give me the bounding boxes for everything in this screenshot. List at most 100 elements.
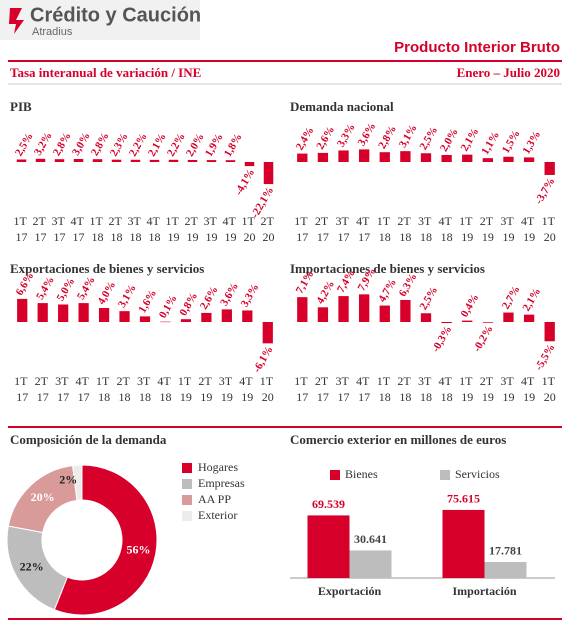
x-tick-label: 1T 19 [165, 214, 181, 244]
x-tick-label: 1T 19 [459, 214, 475, 244]
bar [359, 294, 370, 322]
chart-title: Demanda nacional [290, 99, 394, 114]
bar [349, 550, 392, 578]
legend-label: Exterior [198, 508, 237, 522]
value-label: 2,7% [500, 284, 523, 311]
x-tick-label: Exportación [318, 584, 382, 598]
bar [98, 308, 110, 322]
value-label: -5,5% [533, 342, 558, 373]
bar [420, 153, 432, 162]
x-tick-label: 3T 19 [203, 214, 219, 244]
x-tick-label: 4T 18 [439, 374, 455, 404]
value-label: -0,3% [430, 324, 455, 355]
value-label: 17.781 [489, 544, 522, 558]
value-label: 1,8% [222, 132, 245, 159]
bar [317, 307, 329, 322]
x-tick-label: 1T 17 [13, 214, 29, 244]
bar [139, 316, 151, 322]
value-label: 5,4% [75, 274, 98, 301]
bar [482, 322, 493, 323]
x-tick-label: 3T 17 [55, 374, 71, 404]
value-label: 1,9% [203, 131, 226, 158]
x-tick-label: 4T 19 [222, 214, 238, 244]
x-tick-label: 1T 20 [542, 374, 558, 404]
bar [111, 159, 122, 162]
x-tick-label: 2T 19 [184, 214, 200, 244]
value-label: 2,5% [417, 125, 440, 152]
subtitle: Tasa interanual de variación / INE [10, 65, 201, 80]
x-tick-label: 4T 19 [521, 214, 537, 244]
slice [72, 464, 83, 501]
bar [484, 561, 527, 578]
legend-swatch [182, 463, 192, 473]
x-tick-label: Importación [453, 584, 517, 598]
value-label: -6,1% [251, 344, 276, 375]
brand: Crédito y Caución [30, 4, 201, 26]
value-label: 2,0% [438, 126, 461, 153]
bar [78, 303, 89, 322]
x-tick-label: 1T 17 [294, 214, 310, 244]
value-label: 3,6% [356, 121, 379, 148]
legend-label: Empresas [198, 476, 245, 490]
x-tick-label: 4T 19 [521, 374, 537, 404]
x-tick-label: 1T 18 [377, 214, 393, 244]
x-tick-label: 1T 18 [89, 214, 105, 244]
x-tick-label: 2T 17 [35, 374, 51, 404]
value-label: 3,3% [335, 122, 358, 149]
chart-title: Importaciones de bienes y servicios [290, 261, 485, 276]
bar [338, 296, 349, 322]
bar [262, 322, 273, 344]
value-label: 3,0% [70, 130, 93, 157]
value-label: 2,4% [294, 125, 317, 152]
value-label: 2,1% [146, 131, 169, 158]
bar [130, 159, 141, 162]
value-label: 2,1% [459, 126, 482, 153]
value-label: 5,0% [55, 276, 78, 303]
value-label: 0,8% [177, 291, 200, 318]
bar [17, 298, 28, 322]
bar [244, 162, 255, 167]
bar [400, 151, 411, 162]
value-label: 3,1% [116, 282, 139, 309]
value-label: 4,7% [376, 277, 399, 304]
value-label: 2,5% [417, 285, 440, 312]
bar [263, 162, 274, 185]
bar [37, 303, 48, 322]
value-label: 0,1% [157, 293, 180, 320]
x-tick-label: 1T 20 [542, 214, 558, 244]
bar [379, 152, 390, 162]
bar [297, 297, 308, 322]
bar [58, 304, 69, 322]
value-label: 2,0% [184, 131, 207, 158]
value-label: 2,2% [127, 131, 150, 158]
legend-swatch [182, 511, 192, 521]
chart-title: Comercio exterior en millones de euros [290, 432, 506, 447]
legend-swatch [182, 495, 192, 505]
bar [119, 311, 130, 322]
x-tick-label: 3T 19 [500, 374, 516, 404]
bar [462, 154, 473, 162]
bar [73, 159, 84, 162]
bar [54, 159, 65, 162]
chart-title: Exportaciones de bienes y servicios [10, 261, 204, 276]
value-label: 2,6% [198, 284, 221, 311]
bar [221, 309, 232, 322]
bar [201, 312, 212, 322]
bar [462, 320, 473, 322]
bar [441, 155, 452, 162]
x-tick-label: 4T 18 [146, 214, 162, 244]
bar [359, 149, 370, 162]
logo-mark [9, 8, 24, 34]
x-tick-label: 3T 19 [219, 374, 235, 404]
legend-swatch [440, 470, 450, 480]
x-tick-label: 2T 18 [116, 374, 132, 404]
x-tick-label: 4T 19 [239, 374, 255, 404]
x-tick-label: 3T 17 [335, 374, 351, 404]
value-label: 2,1% [520, 286, 543, 313]
x-tick-label: 3T 18 [137, 374, 153, 404]
x-tick-label: 3T 17 [51, 214, 67, 244]
value-label: 1,6% [136, 288, 159, 315]
x-tick-label: 2T 17 [315, 374, 331, 404]
x-tick-label: 4T 17 [356, 214, 372, 244]
x-tick-label: 2T 19 [480, 374, 496, 404]
